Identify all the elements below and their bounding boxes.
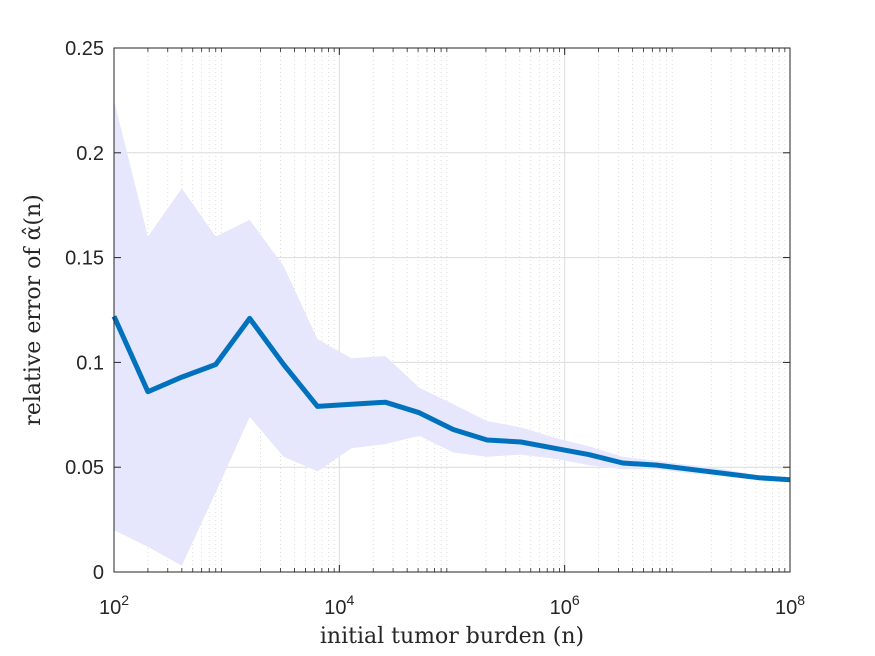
x-tick-label: 102	[99, 592, 129, 619]
y-tick-label: 0.1	[76, 352, 104, 374]
x-tick-label: 104	[324, 592, 354, 619]
mean-error-line	[111, 315, 791, 483]
minor-grid	[147, 48, 786, 572]
x-axis-label: initial tumor burden (n)	[320, 624, 584, 649]
y-axis-label: relative error of α̂(n)	[21, 194, 46, 425]
y-tick-label: 0.05	[65, 457, 104, 479]
x-axis-label-text: initial tumor burden (n)	[320, 624, 584, 649]
x-tick-label: 108	[775, 592, 805, 619]
axis-ticks	[113, 47, 791, 573]
y-axis-label-text: relative error of α̂(n)	[21, 194, 46, 425]
y-tick-label: 0.15	[65, 248, 104, 270]
y-tick-label: 0	[93, 562, 104, 584]
tick-labels: 102 104 106 108 0 0.05 0.1 0.15 0.2 0.25	[65, 38, 805, 619]
axes-box	[113, 47, 791, 573]
y-tick-label: 0.2	[76, 143, 104, 165]
x-tick-label: 106	[550, 592, 580, 619]
uncertainty-band	[114, 100, 790, 566]
y-tick-label: 0.25	[65, 38, 104, 60]
